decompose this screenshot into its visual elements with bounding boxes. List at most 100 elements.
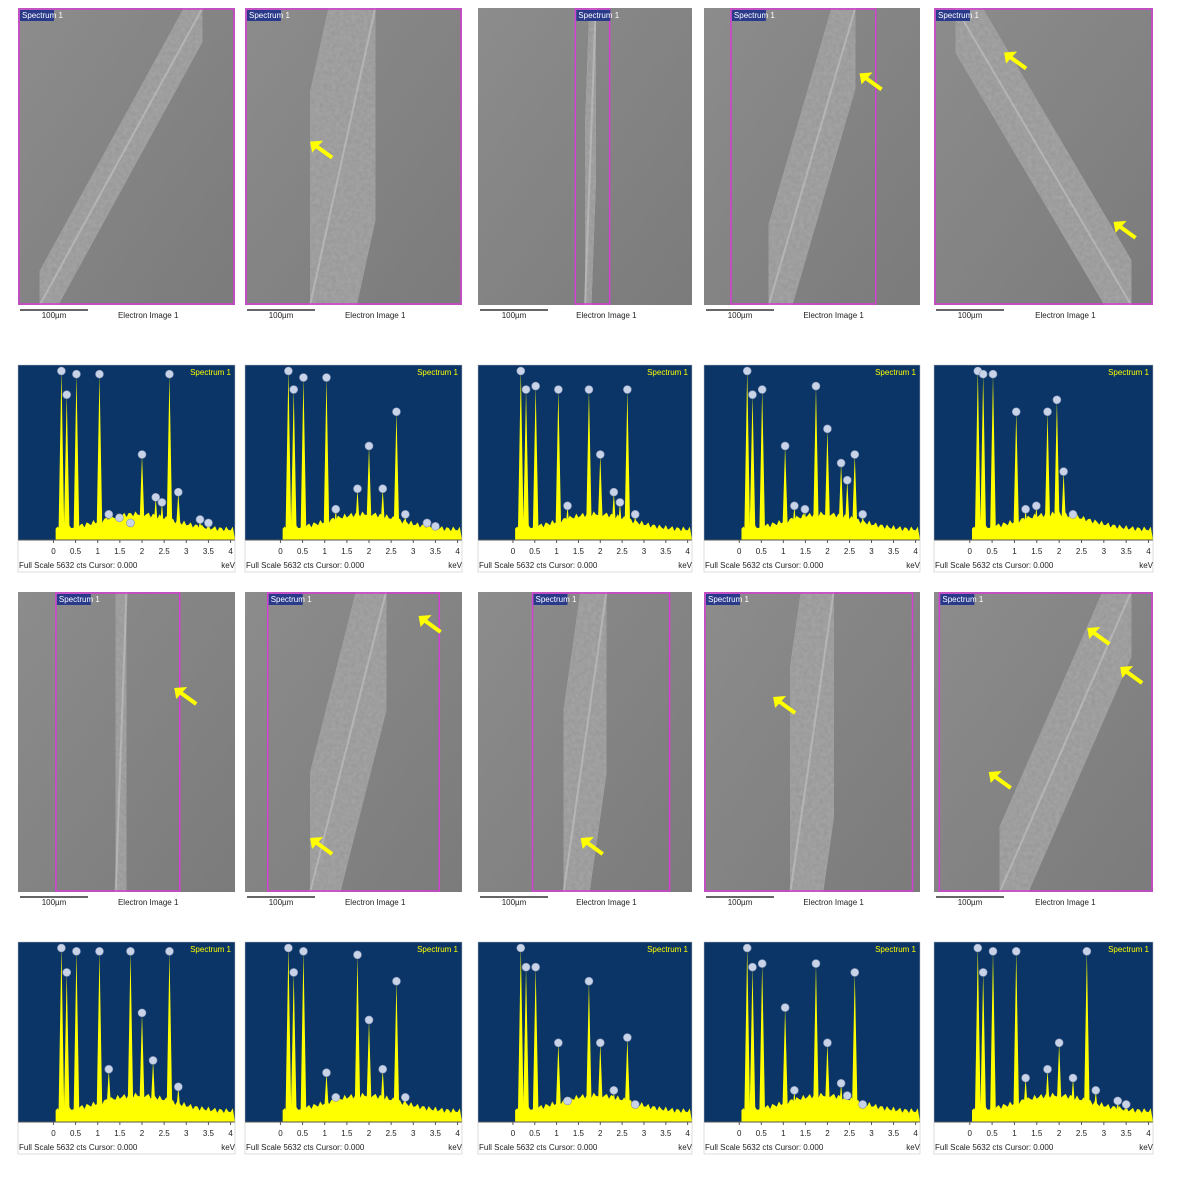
peak xyxy=(1022,509,1029,540)
panel-frame xyxy=(933,364,1154,573)
spectrum-tag-bg xyxy=(706,594,740,605)
peak-marker xyxy=(748,962,757,972)
spectrum-box xyxy=(574,8,611,305)
peak-marker xyxy=(609,1086,619,1095)
spectrum-label: Spectrum 1 xyxy=(190,945,231,954)
peak-marker xyxy=(554,385,563,394)
peak-marker xyxy=(554,1038,563,1048)
x-tick-label: 0.5 xyxy=(70,1129,82,1138)
peak xyxy=(555,389,562,540)
peak xyxy=(632,514,639,540)
spectrum-footer: Full Scale 5632 cts Cursor: 0.000 xyxy=(479,561,598,570)
x-tick-label: 4 xyxy=(228,547,233,556)
x-tick-label: 1 xyxy=(322,1129,327,1138)
fiber-edge xyxy=(562,591,608,893)
peak-marker xyxy=(126,946,135,956)
peak-marker xyxy=(104,1064,114,1074)
peak-marker xyxy=(57,943,66,953)
arrow-head xyxy=(580,837,594,849)
peak xyxy=(175,492,182,540)
peak-marker xyxy=(204,518,213,528)
peak xyxy=(555,1042,562,1122)
peak-marker xyxy=(401,510,410,519)
peak-marker xyxy=(1082,946,1092,956)
sem-panel: Spectrum 1 100µm Electron Image 1 xyxy=(245,0,462,320)
x-tick-label: 0 xyxy=(511,1129,516,1138)
spectrum-tag-bg xyxy=(20,10,54,21)
peak-marker xyxy=(353,484,362,494)
peak-marker xyxy=(516,366,526,376)
axis-unit: keV xyxy=(1139,561,1153,570)
spectrum-box xyxy=(55,592,181,892)
x-tick-label: 2 xyxy=(598,547,603,556)
x-tick-label: 3 xyxy=(184,1129,189,1138)
x-tick-label: 3.5 xyxy=(1121,1129,1133,1138)
peak-marker xyxy=(1052,395,1062,405)
x-tick-label: 2 xyxy=(367,1129,372,1138)
x-tick-label: 0 xyxy=(511,547,516,556)
spectrum-tag-bg xyxy=(268,594,303,605)
peak-marker xyxy=(174,1082,183,1092)
x-tick-label: 1 xyxy=(1012,547,1017,556)
peak xyxy=(300,951,307,1122)
peak-marker xyxy=(790,501,799,511)
peak xyxy=(585,981,592,1122)
arrow-head xyxy=(310,140,324,153)
peak xyxy=(139,1012,145,1122)
x-tick-label: 3.5 xyxy=(430,547,442,556)
peak-marker xyxy=(978,968,988,977)
peak xyxy=(285,946,292,1122)
x-tick-label: 2 xyxy=(825,1129,830,1138)
peak-marker xyxy=(623,385,632,394)
x-tick-label: 1 xyxy=(554,1129,559,1138)
x-tick-label: 1 xyxy=(781,1129,786,1138)
axis-unit: keV xyxy=(448,1143,462,1152)
peak xyxy=(323,1072,330,1122)
peak-marker xyxy=(978,369,988,379)
peak-marker xyxy=(988,946,998,956)
peak xyxy=(332,509,339,540)
x-tick-label: 0 xyxy=(968,547,973,556)
peak xyxy=(402,1097,409,1122)
peak xyxy=(58,946,65,1122)
peak xyxy=(782,1007,789,1122)
x-tick-label: 0 xyxy=(737,1129,742,1138)
peak-marker xyxy=(148,1056,158,1065)
x-tick-label: 4 xyxy=(685,547,690,556)
spectrum-tag-bg xyxy=(731,10,766,21)
peak-marker xyxy=(800,504,810,514)
fiber-edge xyxy=(767,7,857,306)
arrow-head xyxy=(773,696,787,708)
sem-panel: Spectrum 1 100µm Electron Image 1 xyxy=(934,0,1153,320)
peak-marker xyxy=(757,959,767,968)
spectrum-label: Spectrum 1 xyxy=(417,368,458,377)
peak-marker xyxy=(521,385,531,394)
image-caption: Electron Image 1 xyxy=(803,898,864,907)
x-tick-label: 2 xyxy=(1057,547,1062,556)
spectrum-panel: Spectrum 1 0 0.5 1 1.5 2 2.5 3 3.5 4 keV Full Scale… xyxy=(933,941,1154,1155)
x-tick-label: 3.5 xyxy=(888,547,900,556)
peak-marker xyxy=(289,385,299,394)
x-tick-label: 2.5 xyxy=(386,1129,398,1138)
spectrum-tag: Spectrum 1 xyxy=(249,11,290,20)
x-tick-label: 2.5 xyxy=(617,547,629,556)
plot-area xyxy=(478,365,692,540)
axis-unit: keV xyxy=(678,1143,692,1152)
peak-marker xyxy=(823,1038,832,1048)
peak-marker xyxy=(1068,1073,1078,1083)
peak-marker xyxy=(842,475,852,485)
x-tick-label: 0.5 xyxy=(529,1129,541,1138)
peak xyxy=(1114,1100,1121,1122)
axis-unit: keV xyxy=(906,561,920,570)
peak xyxy=(379,488,386,540)
peak-marker xyxy=(584,976,594,986)
peak xyxy=(838,1083,845,1122)
peak xyxy=(980,972,987,1122)
peak-marker xyxy=(392,976,401,986)
peak xyxy=(285,369,292,540)
arrow-head xyxy=(418,615,432,627)
peak xyxy=(517,946,524,1122)
x-tick-label: 0.5 xyxy=(529,547,541,556)
peak-marker xyxy=(1043,407,1052,417)
x-tick-label: 1 xyxy=(95,1129,100,1138)
